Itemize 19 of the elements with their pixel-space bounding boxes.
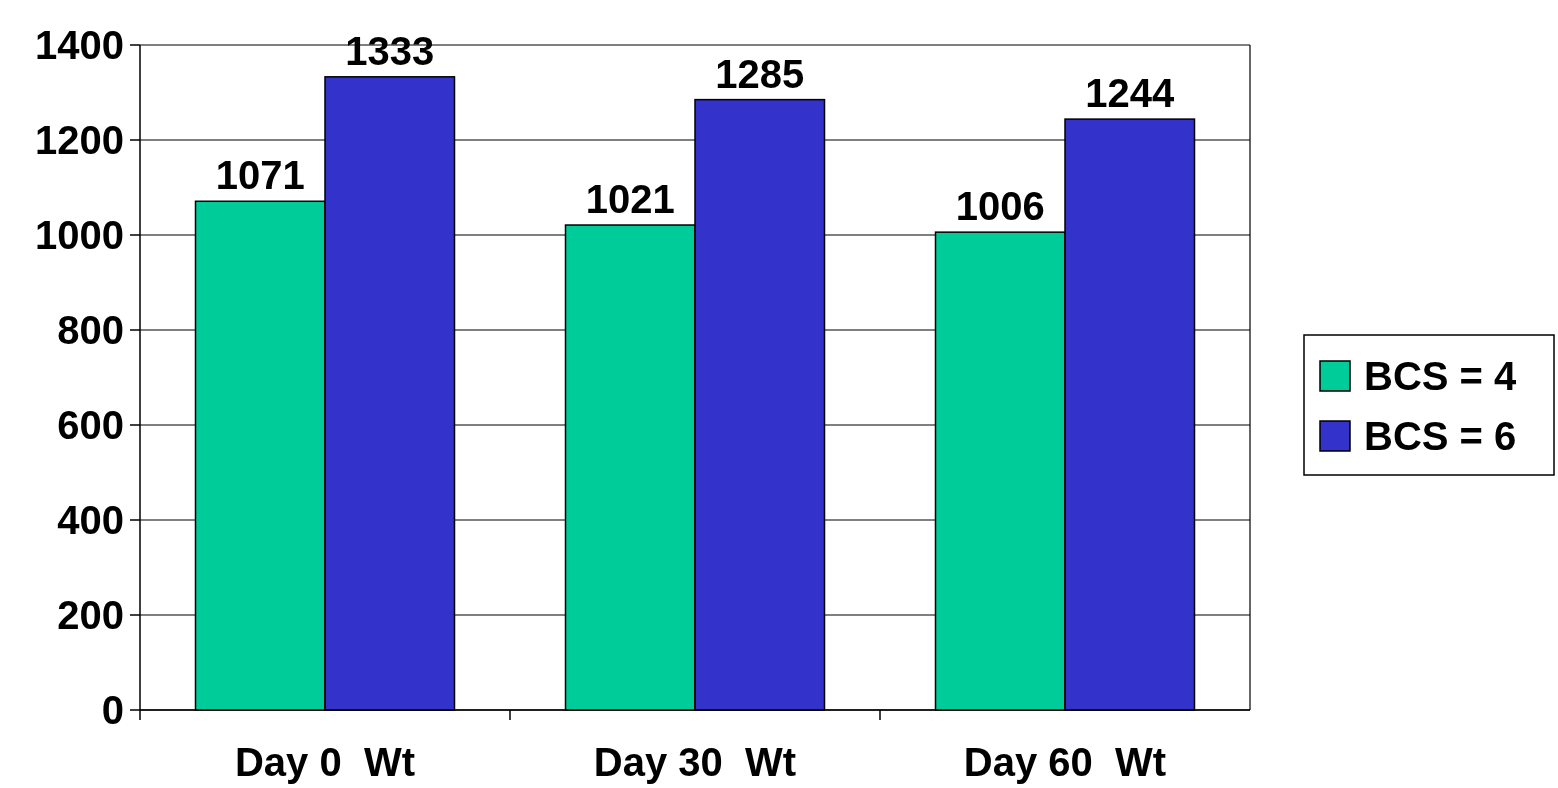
data-label: 1333 (345, 28, 435, 73)
data-label: 1021 (585, 177, 675, 222)
y-tick-label: 800 (57, 308, 124, 352)
y-tick-label: 0 (101, 688, 124, 732)
legend-label: BCS = 6 (1364, 414, 1517, 458)
data-label: 1285 (715, 51, 805, 96)
x-tick-label: Day 0 Wt (234, 740, 416, 784)
x-tick-label: Day 60 Wt (963, 740, 1167, 784)
y-tick-label: 1400 (35, 23, 124, 67)
y-tick-label: 1200 (35, 118, 124, 162)
legend-label: BCS = 4 (1364, 354, 1518, 398)
y-tick-label: 1000 (35, 213, 124, 257)
y-tick-label: 600 (57, 403, 124, 447)
y-tick-label: 400 (57, 498, 124, 542)
data-label: 1006 (955, 184, 1045, 229)
data-label: 1071 (215, 153, 305, 198)
data-label: 1244 (1085, 71, 1175, 116)
y-tick-label: 200 (57, 593, 124, 637)
x-tick-label: Day 30 Wt (593, 740, 797, 784)
